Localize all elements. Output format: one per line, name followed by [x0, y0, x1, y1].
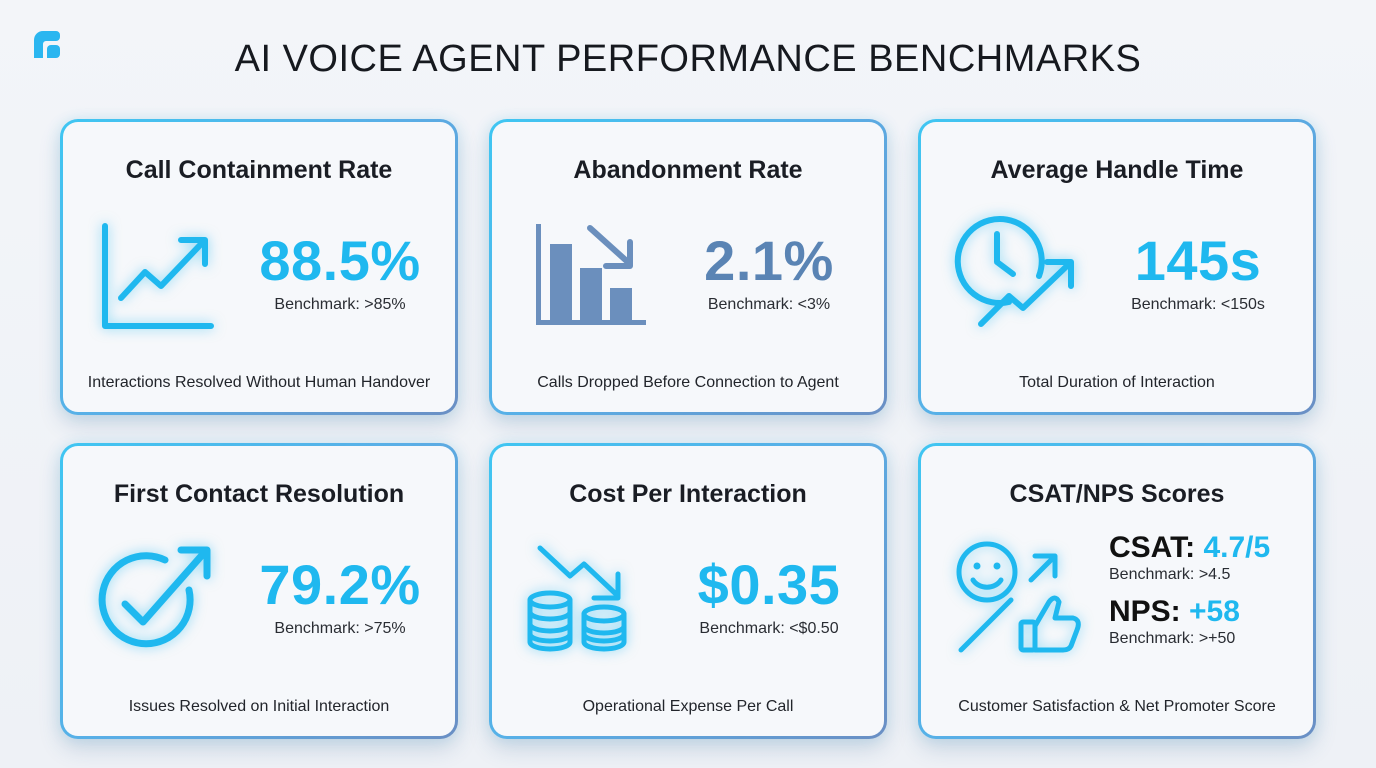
- nps-benchmark: Benchmark: >+50: [1109, 630, 1236, 647]
- bar-chart-down-icon: [536, 224, 646, 325]
- smiley-thumbs-up-icon: [956, 541, 1081, 653]
- check-circle-arrow-icon: [98, 546, 211, 648]
- metric-value: 79.2%: [259, 553, 421, 616]
- metric-benchmark: Benchmark: <3%: [707, 296, 831, 313]
- clock-trend-icon: [954, 216, 1074, 327]
- card-description: Total Duration of Interaction: [1019, 374, 1215, 391]
- dual-metric: CSAT: 4.7/5 Benchmark: >4.5 NPS: +58 Ben…: [1109, 530, 1309, 658]
- trend-up-chart-icon: [102, 223, 214, 329]
- card-title: Call Containment Rate: [125, 156, 393, 184]
- card-description: Interactions Resolved Without Human Hand…: [87, 374, 431, 391]
- card-description: Operational Expense Per Call: [582, 698, 794, 715]
- card-description: Calls Dropped Before Connection to Agent: [537, 374, 839, 391]
- card-average-handle-time: Average Handle Time 145s Benchmark: <150…: [918, 119, 1316, 415]
- card-description: Issues Resolved on Initial Interaction: [128, 698, 390, 715]
- metric-value: 145s: [1134, 229, 1262, 292]
- csat-line: CSAT: 4.7/5: [1109, 530, 1309, 566]
- card-first-contact-resolution: First Contact Resolution 79.2% Benchmark…: [60, 443, 458, 739]
- card-call-containment: Call Containment Rate 88.5% Benchmark: >…: [60, 119, 458, 415]
- card-title: Cost Per Interaction: [569, 480, 807, 508]
- csat-value: 4.7/5: [1203, 531, 1271, 564]
- metric-benchmark: Benchmark: <150s: [1131, 296, 1265, 313]
- card-abandonment-rate: Abandonment Rate 2.1% Benchmark: <3% Cal…: [489, 119, 887, 415]
- metric-benchmark: Benchmark: >75%: [274, 620, 406, 637]
- brand-logo-icon: [34, 31, 60, 58]
- nps-value: +58: [1189, 595, 1240, 628]
- nps-label: NPS:: [1109, 595, 1181, 628]
- metric-benchmark: Benchmark: >85%: [274, 296, 406, 313]
- card-title: First Contact Resolution: [113, 480, 405, 508]
- csat-benchmark: Benchmark: >4.5: [1109, 566, 1231, 583]
- metric-value: 88.5%: [259, 229, 421, 292]
- metric-value: $0.35: [697, 553, 841, 616]
- csat-label: CSAT:: [1109, 531, 1196, 564]
- metric-value: 2.1%: [704, 229, 834, 292]
- card-title: Abandonment Rate: [573, 156, 803, 184]
- page-title: AI VOICE AGENT PERFORMANCE BENCHMARKS: [234, 38, 1142, 80]
- metric-benchmark: Benchmark: <$0.50: [699, 620, 839, 637]
- card-description: Customer Satisfaction & Net Promoter Sco…: [958, 698, 1276, 715]
- nps-line: NPS: +58: [1109, 594, 1309, 630]
- card-title: CSAT/NPS Scores: [1009, 480, 1225, 508]
- card-cost-per-interaction: Cost Per Interaction $0.35 Benchmark: <$…: [489, 443, 887, 739]
- coins-down-icon: [527, 545, 627, 652]
- card-title: Average Handle Time: [990, 156, 1244, 184]
- card-csat-nps-scores: CSAT/NPS Scores CSAT: 4.7/5 Benchmark: >…: [918, 443, 1316, 739]
